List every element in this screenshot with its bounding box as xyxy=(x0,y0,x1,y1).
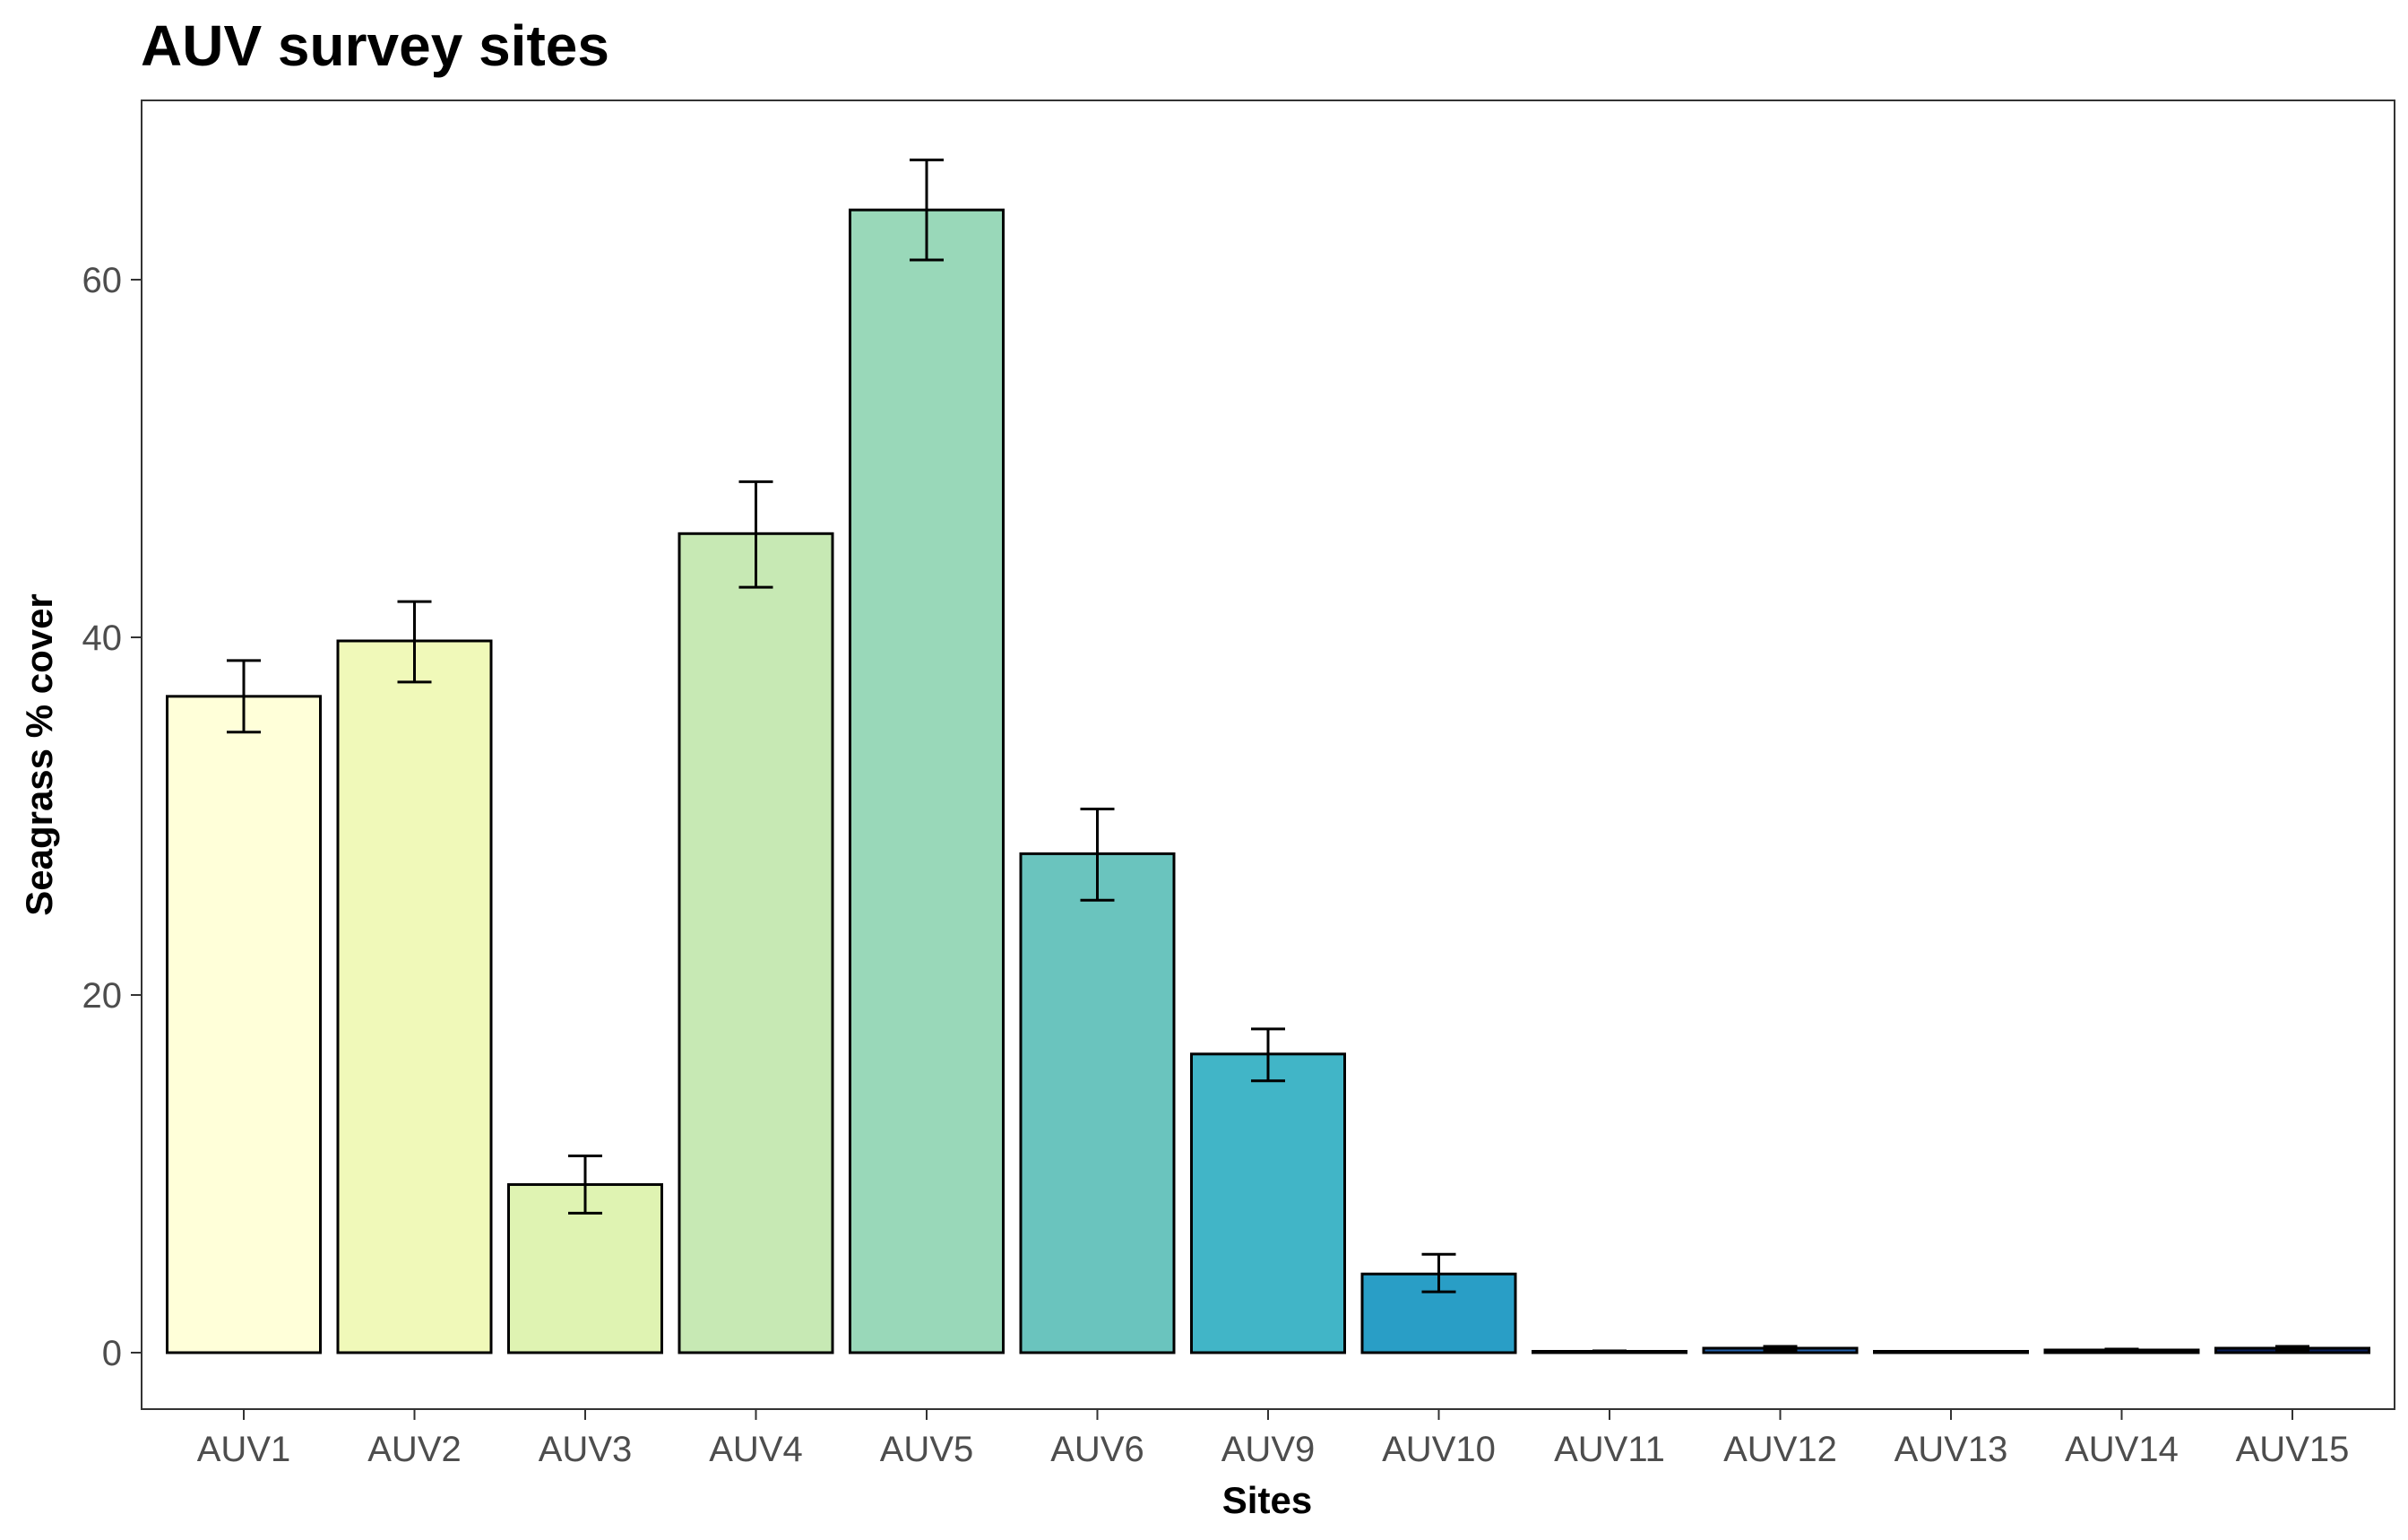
x-tick-label: AUV6 xyxy=(1050,1430,1144,1469)
x-tick-label: AUV12 xyxy=(1723,1430,1837,1469)
x-tick-label: AUV2 xyxy=(367,1430,462,1469)
x-tick-label: AUV5 xyxy=(880,1430,974,1469)
y-tick-label: 60 xyxy=(82,261,123,300)
x-tick-label: AUV14 xyxy=(2065,1430,2179,1469)
x-axis-title: Sites xyxy=(1222,1479,1312,1521)
bar-auv5 xyxy=(849,208,1005,1354)
bar-auv1 xyxy=(166,695,322,1354)
y-tick-label: 0 xyxy=(102,1334,122,1373)
chart-title: AUV survey sites xyxy=(141,13,609,78)
y-tick-label: 40 xyxy=(82,619,123,658)
bar-auv13 xyxy=(1873,1350,2029,1354)
y-axis-title: Seagrass % cover xyxy=(18,593,60,916)
bars xyxy=(166,208,2370,1354)
bar-auv6 xyxy=(1019,852,1176,1354)
x-tick-label: AUV15 xyxy=(2236,1430,2350,1469)
x-tick-label: AUV9 xyxy=(1221,1430,1316,1469)
bar-auv2 xyxy=(336,639,493,1354)
x-tick-label: AUV11 xyxy=(1554,1430,1665,1469)
x-tick-label: AUV4 xyxy=(709,1430,803,1469)
bar-auv9 xyxy=(1190,1052,1346,1354)
x-tick-label: AUV1 xyxy=(197,1430,291,1469)
x-tick-label: AUV10 xyxy=(1382,1430,1496,1469)
x-tick-label: AUV13 xyxy=(1894,1430,2008,1469)
x-axis: AUV1 AUV2 AUV3 AUV4 AUV5 AUV6 AUV9 AUV10 AUV11 AU… xyxy=(197,1409,2350,1469)
error-bars xyxy=(227,158,2309,1354)
y-tick-label: 20 xyxy=(82,976,123,1016)
y-axis: 0 20 40 60 xyxy=(82,261,142,1373)
bar-auv4 xyxy=(678,532,834,1354)
x-tick-label: AUV3 xyxy=(539,1430,633,1469)
